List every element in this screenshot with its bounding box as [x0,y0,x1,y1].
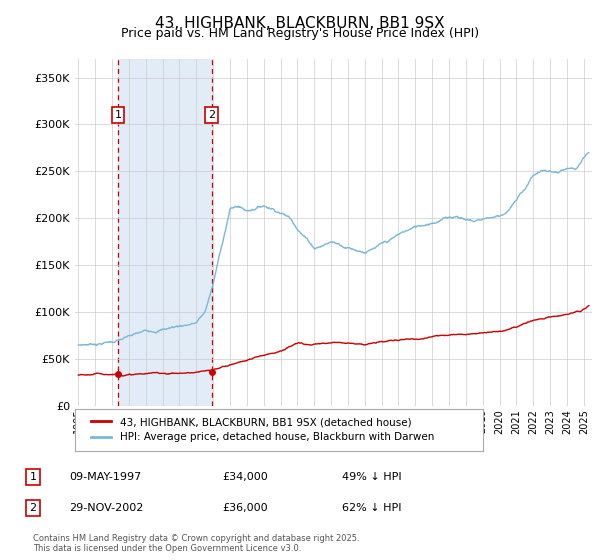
Text: 09-MAY-1997: 09-MAY-1997 [69,472,141,482]
Text: 2: 2 [208,110,215,120]
Text: 62% ↓ HPI: 62% ↓ HPI [342,503,401,513]
Bar [118,59,212,406]
Text: 29-NOV-2002: 29-NOV-2002 [69,503,143,513]
Text: Price paid vs. HM Land Registry's House Price Index (HPI): Price paid vs. HM Land Registry's House … [121,27,479,40]
Text: 49% ↓ HPI: 49% ↓ HPI [342,472,401,482]
Text: £34,000: £34,000 [222,472,268,482]
Text: 1: 1 [29,472,37,482]
Text: £36,000: £36,000 [222,503,268,513]
Text: 2: 2 [29,503,37,513]
Text: 1: 1 [115,110,122,120]
Text: Contains HM Land Registry data © Crown copyright and database right 2025.
This d: Contains HM Land Registry data © Crown c… [33,534,359,553]
Text: 43, HIGHBANK, BLACKBURN, BB1 9SX: 43, HIGHBANK, BLACKBURN, BB1 9SX [155,16,445,31]
Legend: 43, HIGHBANK, BLACKBURN, BB1 9SX (detached house), HPI: Average price, detached : 43, HIGHBANK, BLACKBURN, BB1 9SX (detach… [84,411,440,449]
